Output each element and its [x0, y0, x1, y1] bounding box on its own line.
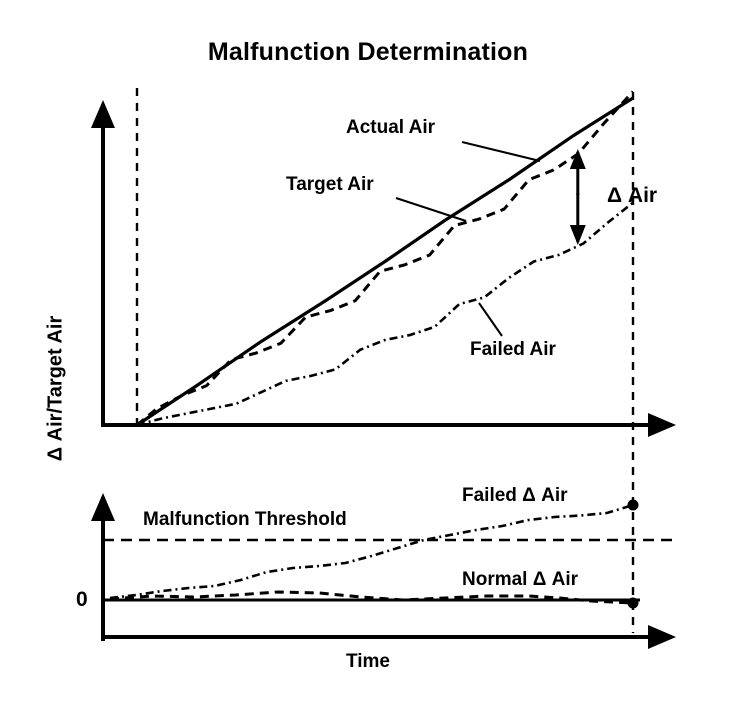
zero-tick-label: 0 [76, 588, 88, 611]
page-title: Malfunction Determination [207, 38, 529, 66]
failed-delta-air-label: Failed Δ Air [462, 485, 568, 506]
delta-air-annotation-label: Δ Air [607, 184, 658, 207]
failed-air-label: Failed Air [470, 339, 556, 360]
target-air-label: Target Air [286, 174, 374, 195]
actual-air-label: Actual Air [346, 117, 436, 138]
normal-delta-air-label: Normal Δ Air [462, 569, 579, 590]
x-axis-label: Time [345, 651, 390, 672]
malfunction-threshold-label: Malfunction Threshold [143, 509, 347, 530]
y-axis-label: Δ Air/Target Air [44, 315, 67, 462]
